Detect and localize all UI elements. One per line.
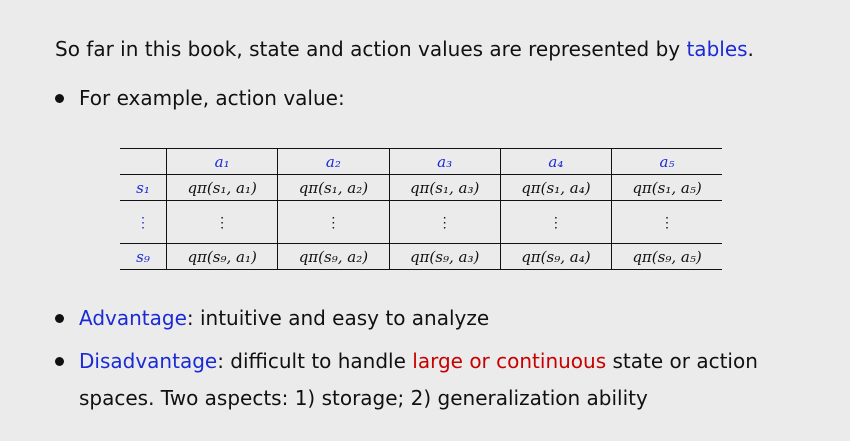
table-cell: qπ(s₉, a₃) — [388, 243, 501, 270]
advantage-term: Advantage — [79, 306, 187, 330]
table-cell-ellipsis: ⋮ — [388, 200, 501, 244]
table-row: s₉ qπ(s₉, a₁) qπ(s₉, a₂) qπ(s₉, a₃) qπ(s… — [120, 243, 722, 270]
bullet-disadvantage-text: Disadvantage: difficult to handle large … — [79, 343, 758, 417]
column-header: a₂ — [277, 148, 389, 175]
table-cell: qπ(s₁, a₄) — [499, 174, 612, 201]
intro-suffix: . — [747, 37, 754, 61]
bullet-advantage-text: Advantage: intuitive and easy to analyze — [79, 304, 489, 332]
advantage-description: : intuitive and easy to analyze — [186, 306, 490, 330]
table-cell-ellipsis: ⋮ — [277, 200, 389, 244]
table-cell: qπ(s₉, a₄) — [499, 243, 612, 270]
table-row: s₁ qπ(s₁, a₁) qπ(s₁, a₂) qπ(s₁, a₃) qπ(s… — [120, 174, 722, 201]
disadvantage-highlight: large or continuous — [412, 349, 607, 373]
bullet-example-text: For example, action value: — [79, 86, 345, 110]
table-cell-ellipsis: ⋮ — [499, 200, 612, 244]
row-header-ellipsis: ⋮ — [120, 200, 167, 244]
column-header: a₄ — [499, 148, 612, 175]
column-header: a₁ — [165, 148, 278, 175]
bullet-dot-icon — [55, 357, 64, 366]
intro-sentence: So far in this book, state and action va… — [55, 35, 754, 63]
table-cell: qπ(s₁, a₃) — [388, 174, 501, 201]
disadvantage-line2: spaces. Two aspects: 1) storage; 2) gene… — [79, 386, 648, 410]
table-corner-cell — [120, 148, 167, 175]
intro-highlight-tables: tables — [686, 37, 748, 61]
column-header: a₃ — [388, 148, 501, 175]
table-cell: qπ(s₉, a₁) — [165, 243, 278, 270]
disadvantage-text-before: : difficult to handle — [217, 349, 413, 373]
table-cell: qπ(s₁, a₂) — [277, 174, 389, 201]
disadvantage-term: Disadvantage — [79, 349, 218, 373]
row-header: s₁ — [120, 174, 167, 201]
bullet-disadvantage: Disadvantage: difficult to handle large … — [55, 347, 815, 417]
action-value-table: a₁ a₂ a₃ a₄ a₅ s₁ qπ(s₁, a₁) qπ(s₁, a₂) … — [120, 148, 722, 270]
table-cell: qπ(s₁, a₅) — [611, 174, 722, 201]
table-cell: qπ(s₁, a₁) — [165, 174, 278, 201]
bullet-example: For example, action value: — [55, 84, 655, 114]
table-header-row: a₁ a₂ a₃ a₄ a₅ — [120, 148, 722, 175]
bullet-dot-icon — [55, 94, 64, 103]
disadvantage-text-after: state or action — [606, 349, 758, 373]
table-cell: qπ(s₉, a₅) — [611, 243, 722, 270]
table-row-ellipsis: ⋮ ⋮ ⋮ ⋮ ⋮ ⋮ — [120, 200, 722, 244]
bullet-dot-icon — [55, 314, 64, 323]
table-cell-ellipsis: ⋮ — [165, 200, 278, 244]
bullet-advantage: Advantage: intuitive and easy to analyze — [55, 304, 755, 334]
table-cell: qπ(s₉, a₂) — [277, 243, 389, 270]
table-cell-ellipsis: ⋮ — [611, 200, 722, 244]
row-header: s₉ — [120, 243, 167, 270]
column-header: a₅ — [611, 148, 722, 175]
intro-prefix: So far in this book, state and action va… — [55, 37, 687, 61]
